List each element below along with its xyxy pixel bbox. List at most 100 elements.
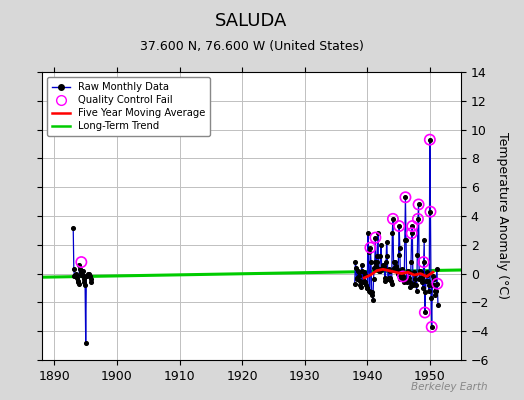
Point (79, 268, 87, 274)
Point (419, 259, 428, 265)
Point (354, 268, 362, 274)
Point (408, 223, 417, 229)
Point (411, 276, 420, 282)
Point (392, 266, 401, 272)
Point (427, 295, 435, 301)
Point (417, 269, 425, 275)
Point (400, 279, 408, 286)
Point (409, 280, 418, 287)
Point (429, 273, 437, 280)
Point (419, 259, 428, 265)
Point (387, 278, 395, 284)
Point (432, 266, 441, 272)
Point (395, 223, 403, 229)
Point (402, 237, 410, 244)
Point (392, 263, 400, 270)
Point (422, 278, 430, 284)
Point (412, 282, 420, 288)
Point (362, 282, 370, 288)
Point (388, 230, 397, 236)
Point (360, 269, 368, 275)
Point (353, 275, 362, 281)
Point (351, 280, 359, 287)
Point (408, 230, 416, 236)
Point (424, 282, 433, 288)
Point (414, 201, 423, 208)
Point (407, 259, 415, 265)
Point (401, 237, 409, 244)
Point (393, 268, 401, 274)
Point (70, 273, 79, 280)
Point (398, 268, 407, 274)
Point (390, 265, 398, 271)
Point (367, 289, 376, 296)
Point (82, 340, 90, 346)
Point (399, 273, 407, 280)
Point (370, 259, 379, 265)
Point (416, 268, 424, 274)
Point (359, 278, 368, 284)
Point (371, 234, 379, 241)
Point (383, 253, 391, 260)
Point (415, 276, 423, 282)
Point (386, 268, 394, 274)
Point (412, 288, 421, 294)
Point (431, 292, 440, 298)
Point (379, 263, 388, 270)
Point (376, 268, 384, 274)
Point (69, 224, 78, 231)
Point (397, 273, 405, 280)
Point (374, 268, 383, 274)
Point (405, 275, 413, 281)
Point (77, 269, 85, 275)
Point (406, 279, 414, 286)
Point (355, 273, 363, 280)
Point (85, 270, 93, 277)
Point (377, 242, 385, 248)
Point (85, 272, 94, 278)
Point (363, 285, 371, 291)
Point (425, 136, 434, 143)
Point (373, 253, 381, 260)
Point (356, 282, 365, 288)
Y-axis label: Temperature Anomaly (°C): Temperature Anomaly (°C) (496, 132, 509, 300)
Point (421, 289, 430, 296)
Point (357, 283, 365, 290)
Point (353, 276, 361, 282)
Point (389, 259, 398, 265)
Point (74, 279, 82, 286)
Point (408, 223, 417, 229)
Point (71, 272, 79, 278)
Point (413, 252, 421, 258)
Point (75, 262, 84, 268)
Point (366, 244, 375, 251)
Point (369, 296, 377, 303)
Point (391, 259, 400, 265)
Point (426, 208, 434, 215)
Point (366, 244, 375, 251)
Point (82, 273, 91, 280)
Text: 37.600 N, 76.600 W (United States): 37.600 N, 76.600 W (United States) (139, 40, 364, 53)
Point (368, 292, 376, 298)
Text: SALUDA: SALUDA (215, 12, 288, 30)
Point (401, 194, 410, 200)
Point (83, 272, 92, 278)
Point (428, 324, 436, 330)
Point (429, 276, 438, 282)
Point (414, 216, 422, 222)
Point (423, 272, 432, 278)
Point (406, 283, 414, 290)
Point (80, 276, 88, 282)
Point (83, 272, 91, 279)
Point (414, 201, 423, 208)
Text: Berkeley Earth: Berkeley Earth (411, 382, 487, 392)
Point (425, 288, 433, 294)
Point (401, 194, 410, 200)
Point (408, 230, 416, 236)
Point (428, 324, 436, 330)
Point (430, 282, 439, 288)
Point (421, 309, 429, 316)
Point (77, 259, 85, 265)
Point (431, 288, 439, 294)
Point (361, 279, 369, 286)
